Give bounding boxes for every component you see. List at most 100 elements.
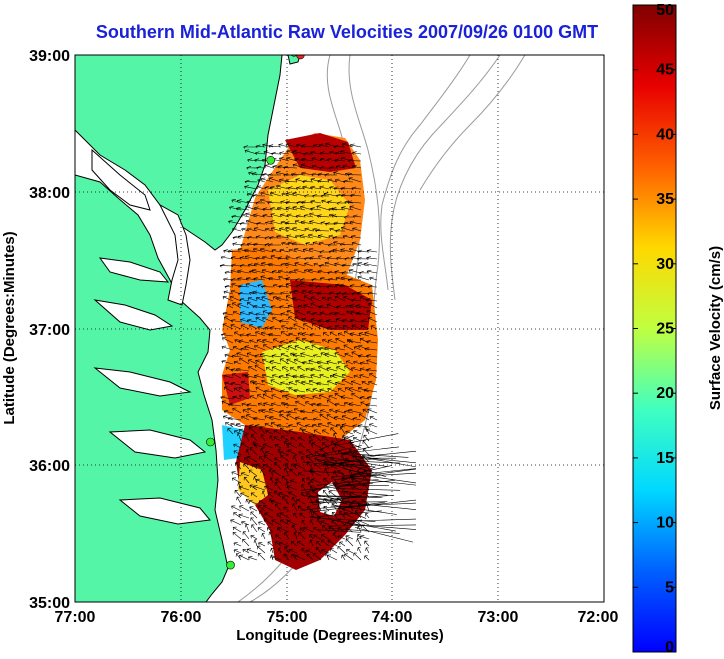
velocity-arrow	[221, 345, 234, 351]
colorbar-tick-label: 40	[656, 126, 674, 143]
velocity-arrow	[317, 422, 330, 428]
velocity-arrow	[267, 541, 274, 547]
velocity-arrow	[349, 332, 362, 337]
velocity-arrow	[310, 318, 322, 323]
velocity-arrow	[355, 304, 370, 309]
velocity-arrow	[276, 296, 290, 302]
velocity-arrow	[274, 457, 282, 463]
velocity-arrow	[262, 316, 274, 323]
velocity-arrow	[362, 440, 370, 449]
velocity-arrow	[331, 214, 346, 218]
velocity-arrow	[262, 443, 274, 449]
velocity-arrow	[244, 255, 258, 260]
velocity-arrow	[319, 250, 330, 254]
velocity-arrow	[281, 241, 290, 246]
velocity-arrow	[285, 373, 298, 379]
colorbar-tick-label: 45	[656, 62, 674, 79]
velocity-arrow	[250, 380, 258, 386]
velocity-arrow	[247, 296, 258, 302]
velocity-field	[222, 133, 378, 570]
velocity-arrow	[334, 324, 346, 330]
velocity-arrow	[324, 352, 338, 358]
velocity-arrow	[246, 242, 258, 246]
velocity-arrow	[304, 424, 314, 428]
velocity-arrow	[348, 387, 362, 393]
velocity-arrow	[252, 416, 266, 421]
velocity-arrow	[259, 247, 274, 253]
velocity-arrow	[354, 527, 414, 543]
velocity-arrow	[223, 409, 234, 414]
velocity-arrow	[343, 296, 354, 302]
velocity-arrow	[258, 521, 266, 526]
velocity-arrow	[340, 186, 354, 191]
velocity-arrow	[245, 212, 258, 218]
velocity-arrow	[319, 346, 330, 351]
velocity-arrow	[341, 271, 354, 275]
velocity-arrow	[295, 310, 306, 316]
velocity-arrow	[309, 212, 322, 218]
velocity-arrow	[307, 233, 322, 239]
velocity-arrow	[330, 427, 338, 435]
velocity-arrow	[239, 394, 250, 400]
velocity-arrow	[244, 185, 258, 190]
velocity-arrow	[366, 368, 378, 372]
velocity-arrow	[313, 429, 322, 435]
velocity-arrow	[285, 283, 298, 288]
velocity-arrow	[245, 282, 258, 288]
velocity-arrow	[248, 365, 258, 372]
velocity-arrow	[334, 352, 346, 358]
velocity-arrow	[350, 193, 362, 198]
velocity-arrow	[318, 324, 330, 330]
velocity-arrow	[289, 366, 298, 372]
velocity-arrow	[333, 171, 346, 176]
velocity-arrow	[269, 235, 282, 240]
velocity-arrow	[222, 337, 234, 344]
velocity-arrow	[312, 311, 322, 316]
velocity-arrow	[257, 505, 266, 512]
velocity-arrow	[312, 409, 322, 414]
velocity-arrow	[357, 262, 370, 267]
velocity-arrow	[269, 435, 274, 442]
velocity-arrow	[264, 485, 274, 491]
velocity-arrow	[279, 151, 290, 155]
velocity-arrow	[272, 165, 282, 169]
velocity-arrow	[295, 400, 306, 407]
velocity-arrow	[363, 388, 378, 393]
velocity-arrow	[301, 157, 314, 162]
velocity-arrow	[353, 360, 362, 365]
velocity-arrow	[321, 436, 330, 442]
velocity-arrow	[282, 496, 290, 505]
velocity-arrow	[349, 465, 393, 476]
velocity-arrow	[336, 305, 346, 309]
velocity-arrow	[317, 504, 322, 512]
velocity-arrow	[316, 205, 330, 211]
velocity-arrow	[333, 221, 346, 226]
y-tick-label: 38:00	[29, 185, 70, 202]
velocity-arrow	[308, 290, 322, 295]
velocity-arrow	[288, 424, 298, 428]
velocity-arrow	[288, 548, 298, 554]
velocity-arrow	[268, 468, 274, 477]
velocity-arrow	[335, 337, 346, 344]
velocity-arrow	[348, 339, 362, 344]
velocity-arrow	[305, 346, 314, 351]
velocity-arrow	[306, 449, 314, 456]
velocity-arrow	[232, 526, 242, 533]
velocity-arrow	[258, 500, 266, 505]
velocity-arrow	[278, 178, 290, 183]
velocity-arrow	[369, 415, 378, 421]
velocity-arrow	[359, 296, 370, 302]
velocity-arrow	[260, 434, 266, 442]
velocity-arrow	[327, 243, 338, 247]
velocity-arrow	[253, 485, 266, 491]
velocity-arrow	[322, 524, 330, 533]
velocity-arrow	[264, 512, 274, 519]
velocity-arrow	[342, 234, 354, 239]
colorbar-tick-label: 0	[665, 639, 674, 656]
velocity-arrow	[309, 332, 322, 337]
velocity-arrow	[362, 448, 370, 456]
velocity-arrow	[271, 354, 282, 358]
velocity-arrow	[276, 423, 290, 428]
velocity-arrow	[322, 338, 330, 344]
